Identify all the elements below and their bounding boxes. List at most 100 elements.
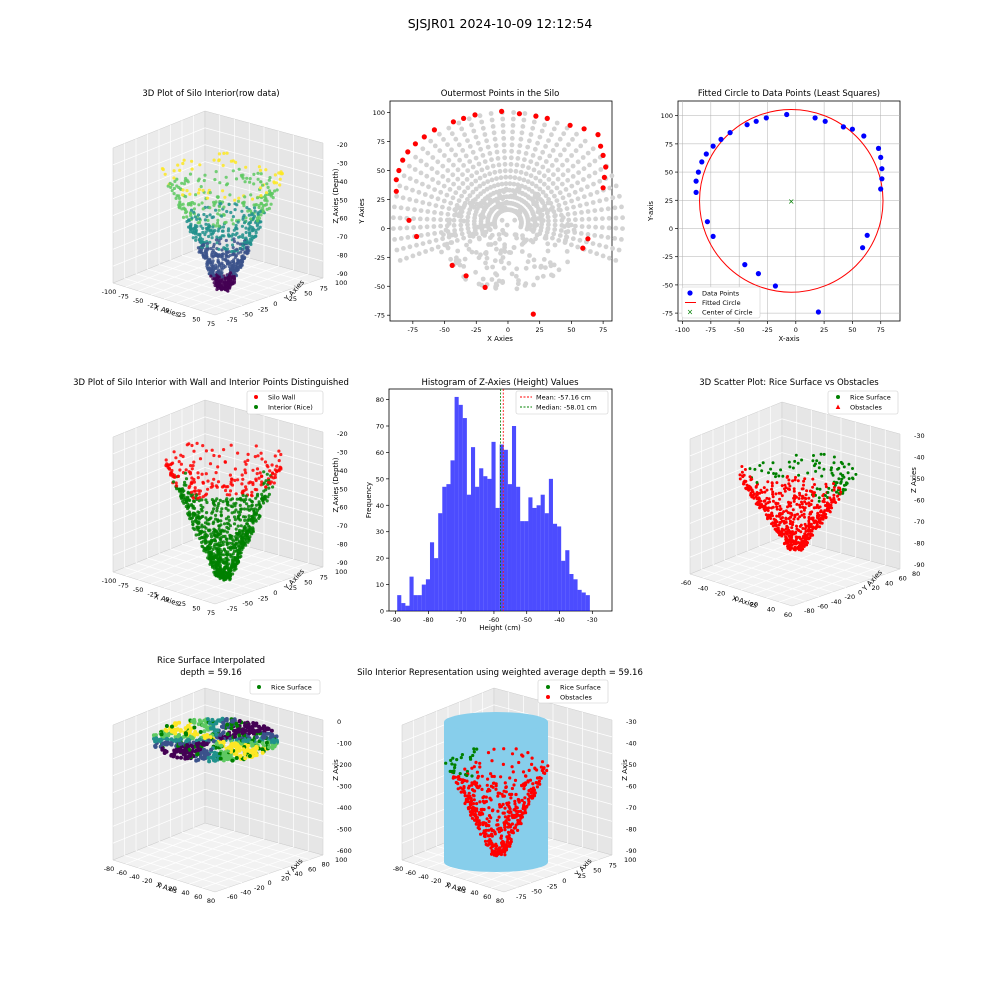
grid-line [112, 416, 206, 455]
gray-point [520, 124, 526, 129]
data-point [228, 524, 232, 528]
tick-label: -500 [337, 826, 352, 834]
data-point [216, 218, 220, 222]
gray-point [445, 211, 451, 217]
data-point [236, 220, 240, 224]
obstacle-point [816, 511, 820, 515]
gray-point [398, 236, 404, 241]
tick-label: -50 [133, 297, 144, 305]
obstacle-point [754, 502, 758, 506]
gray-point [533, 175, 539, 181]
data-point [218, 543, 222, 548]
gray-point [448, 200, 454, 206]
data-point [252, 516, 256, 520]
data-point [260, 457, 264, 461]
legend: Rice Surface [249, 679, 321, 695]
gray-point [491, 183, 497, 189]
data-point [210, 236, 214, 240]
data-point [232, 549, 236, 554]
data-point [225, 262, 230, 266]
obstacle-point [787, 482, 791, 486]
data-point [209, 485, 213, 489]
data-point [175, 484, 179, 488]
data-point [164, 458, 168, 462]
gray-point [516, 186, 522, 192]
obstacle-point [781, 516, 784, 520]
obstacle-point [794, 542, 798, 546]
gray-point [546, 222, 551, 228]
gray-point [489, 207, 495, 213]
data-point [195, 493, 199, 497]
grid-line [189, 269, 294, 308]
gray-point [533, 236, 538, 242]
surface-point [271, 734, 275, 739]
surface-point [184, 739, 189, 744]
obstacle-point [762, 486, 766, 490]
gray-point [562, 200, 568, 206]
gray-point [499, 181, 505, 187]
data-point [238, 518, 242, 522]
gray-point [533, 203, 539, 208]
data-point [183, 207, 187, 211]
data-point [211, 277, 215, 281]
gray-point [554, 120, 560, 126]
data-point [270, 471, 275, 475]
data-point [193, 215, 197, 219]
obstacle-point [805, 543, 809, 547]
surface-point [232, 744, 237, 749]
surface-point [219, 724, 224, 729]
silo-point [508, 776, 512, 780]
surface-point [164, 728, 169, 733]
data-point [212, 453, 216, 458]
tick-label: 80 [322, 861, 330, 869]
gray-point [498, 258, 504, 264]
data-point [229, 566, 234, 570]
data-point [235, 497, 239, 501]
gray-point [573, 217, 578, 223]
rice-point [822, 467, 826, 471]
data-point [258, 503, 262, 507]
gray-point [438, 223, 443, 229]
data-point [233, 467, 237, 471]
gray-point [465, 197, 470, 202]
obstacle-point [792, 489, 796, 493]
tick-label: -30 [914, 432, 925, 440]
data-point [240, 482, 244, 486]
gray-point [522, 283, 528, 288]
obstacle-point [744, 479, 748, 483]
gray-point [418, 158, 424, 164]
gray-point [501, 148, 507, 154]
gray-point [426, 201, 432, 207]
data-point [244, 530, 248, 534]
data-point [210, 498, 214, 502]
data-point [242, 526, 246, 530]
surface-point [184, 749, 189, 754]
gray-point [593, 224, 598, 230]
tick-label: 80 [376, 396, 384, 404]
data-point [208, 528, 212, 532]
gray-point [557, 190, 563, 196]
data-point [727, 130, 733, 136]
data-point [280, 172, 284, 176]
gray-point [444, 243, 449, 249]
data-point [232, 260, 236, 264]
data-point [742, 262, 748, 268]
data-point [249, 217, 253, 221]
obstacle-point [766, 480, 770, 484]
obstacle-point [762, 506, 766, 509]
data-point [196, 513, 200, 518]
gray-point [545, 200, 551, 206]
gray-point [599, 225, 605, 230]
obstacle-point [778, 533, 781, 537]
obstacle-point [740, 470, 744, 474]
tick-label: -60 [489, 616, 500, 624]
gray-point [546, 218, 551, 224]
data-point [247, 504, 251, 508]
silo-point [497, 815, 501, 819]
data-point [270, 191, 274, 196]
data-point [252, 214, 256, 218]
data-point [263, 494, 267, 498]
histogram-bar [536, 505, 541, 611]
data-point [206, 228, 210, 232]
